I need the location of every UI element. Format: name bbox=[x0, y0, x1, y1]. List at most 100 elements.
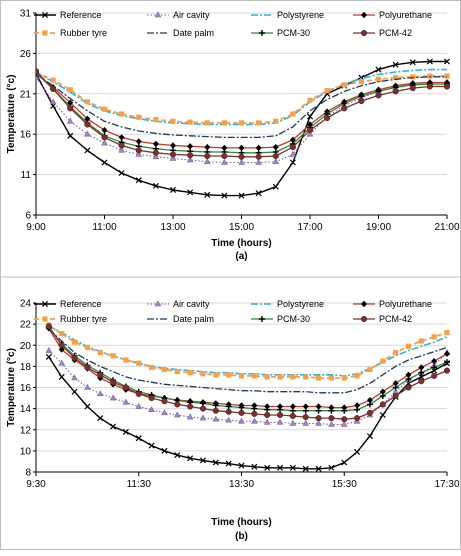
data-point bbox=[96, 390, 104, 397]
data-point bbox=[431, 357, 438, 365]
legend-label: Polyurethane bbox=[379, 299, 432, 309]
data-point bbox=[67, 132, 74, 139]
data-point bbox=[255, 153, 262, 160]
data-point bbox=[97, 371, 104, 378]
data-point bbox=[410, 74, 416, 80]
series-line bbox=[48, 325, 448, 377]
data-point bbox=[204, 143, 211, 151]
data-point bbox=[71, 354, 78, 361]
data-point bbox=[315, 407, 322, 414]
data-point bbox=[409, 85, 416, 92]
data-point bbox=[187, 403, 194, 410]
data-point bbox=[200, 371, 206, 377]
legend-label: Polystyrene bbox=[277, 10, 324, 20]
legend-label: Date palm bbox=[173, 314, 214, 324]
data-point bbox=[148, 442, 155, 449]
data-point bbox=[187, 143, 194, 150]
y-tick-label: 18 bbox=[20, 362, 32, 373]
data-point bbox=[289, 150, 297, 157]
legend-label: Rubber tyre bbox=[60, 28, 107, 38]
y-tick-label: 24 bbox=[20, 299, 32, 310]
data-point bbox=[366, 409, 373, 416]
data-point bbox=[238, 462, 245, 469]
data-point bbox=[101, 159, 108, 166]
data-point bbox=[212, 407, 219, 414]
data-point bbox=[238, 192, 245, 199]
data-point bbox=[84, 99, 90, 105]
data-point bbox=[392, 380, 399, 387]
data-point bbox=[444, 350, 450, 357]
legend-label: PCM-30 bbox=[277, 28, 310, 38]
data-point bbox=[251, 373, 257, 379]
data-point bbox=[187, 152, 194, 159]
data-point bbox=[354, 402, 361, 409]
y-tick-label: 26 bbox=[20, 49, 32, 60]
data-point bbox=[135, 177, 142, 184]
data-point bbox=[187, 370, 193, 376]
data-point bbox=[358, 98, 365, 105]
data-point bbox=[152, 140, 159, 148]
data-point bbox=[58, 342, 65, 349]
data-point bbox=[277, 403, 284, 410]
data-point bbox=[418, 364, 425, 371]
y-tick-label: 22 bbox=[20, 320, 32, 331]
data-point bbox=[264, 406, 271, 413]
data-point bbox=[418, 369, 425, 376]
legend-item: PCM-30 bbox=[251, 314, 310, 324]
data-point bbox=[84, 383, 91, 390]
series-rubber-tyre bbox=[36, 69, 450, 126]
data-point bbox=[153, 117, 159, 123]
data-point bbox=[170, 118, 176, 124]
data-point bbox=[306, 127, 314, 134]
data-point bbox=[221, 158, 228, 165]
data-point bbox=[375, 66, 382, 73]
data-point bbox=[50, 85, 57, 93]
data-point bbox=[251, 410, 258, 417]
data-point bbox=[174, 401, 181, 408]
x-tick-label: 11:00 bbox=[92, 222, 117, 233]
data-point bbox=[427, 73, 433, 79]
data-point bbox=[443, 367, 451, 374]
series-line bbox=[48, 328, 448, 394]
x-tick-label: 13:30 bbox=[229, 479, 254, 490]
data-point bbox=[290, 111, 296, 117]
data-point bbox=[358, 79, 364, 85]
data-point bbox=[444, 73, 450, 79]
legend-label: Rubber tyre bbox=[60, 314, 107, 324]
data-point bbox=[341, 416, 348, 423]
data-point bbox=[444, 329, 450, 336]
data-point bbox=[221, 120, 227, 126]
x-tick-label: 13:00 bbox=[160, 222, 185, 233]
data-point bbox=[238, 417, 245, 424]
legend: Reference Air cavity Polystyrene Polyuretha… bbox=[34, 299, 432, 324]
data-point bbox=[289, 136, 296, 144]
data-point bbox=[101, 134, 108, 141]
data-point bbox=[36, 68, 40, 75]
data-point bbox=[328, 415, 335, 422]
series-line bbox=[48, 356, 448, 470]
data-point bbox=[272, 183, 279, 190]
data-point bbox=[212, 415, 220, 422]
data-point bbox=[251, 463, 258, 470]
data-point bbox=[136, 114, 142, 120]
legend-item: Rubber tyre bbox=[34, 28, 107, 38]
data-point bbox=[277, 374, 283, 380]
legend-item: Date palm bbox=[147, 28, 214, 38]
data-point bbox=[59, 331, 65, 337]
data-point bbox=[289, 464, 296, 471]
data-point bbox=[135, 390, 142, 397]
data-point bbox=[84, 121, 91, 128]
y-tick-label: 20 bbox=[20, 341, 32, 352]
data-point bbox=[154, 11, 162, 18]
data-point bbox=[204, 191, 211, 198]
data-point bbox=[122, 384, 129, 391]
data-point bbox=[315, 465, 322, 472]
data-point bbox=[135, 435, 142, 442]
series-line bbox=[48, 324, 448, 379]
legend-item: Polyurethane bbox=[353, 299, 432, 309]
data-point bbox=[148, 406, 155, 412]
data-point bbox=[199, 457, 206, 464]
data-point bbox=[45, 353, 52, 360]
data-point bbox=[289, 403, 296, 410]
